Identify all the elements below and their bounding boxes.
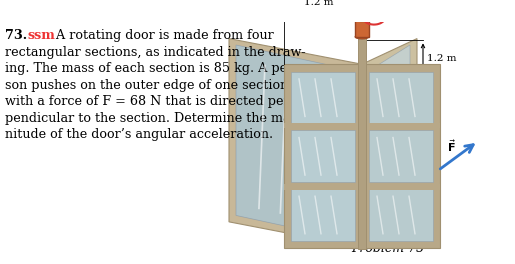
Polygon shape bbox=[369, 45, 410, 241]
Text: with a force of F = 68 N that is directed per-: with a force of F = 68 N that is directe… bbox=[5, 95, 294, 109]
Bar bbox=[291, 72, 355, 124]
Text: nitude of the door’s angular acceleration.: nitude of the door’s angular acceleratio… bbox=[5, 128, 273, 142]
Ellipse shape bbox=[354, 15, 370, 22]
Text: rectangular sections, as indicated in the draw-: rectangular sections, as indicated in th… bbox=[5, 46, 305, 59]
Bar bbox=[284, 64, 362, 248]
Polygon shape bbox=[362, 39, 417, 248]
Bar bbox=[362, 64, 440, 248]
Text: ssm: ssm bbox=[27, 29, 55, 43]
Bar bbox=[284, 123, 362, 128]
Bar bbox=[358, 22, 366, 249]
Bar bbox=[369, 72, 433, 124]
Text: A rotating door is made from four: A rotating door is made from four bbox=[52, 29, 274, 43]
Text: pendicular to the section. Determine the mag-: pendicular to the section. Determine the… bbox=[5, 112, 303, 125]
Ellipse shape bbox=[355, 35, 369, 39]
Polygon shape bbox=[236, 45, 355, 241]
Polygon shape bbox=[229, 39, 362, 248]
Bar bbox=[291, 189, 355, 241]
Bar bbox=[284, 184, 362, 190]
Bar bbox=[369, 130, 433, 182]
Bar bbox=[369, 189, 433, 241]
Text: 1.2 m: 1.2 m bbox=[304, 0, 334, 7]
Text: son pushes on the outer edge of one section: son pushes on the outer edge of one sect… bbox=[5, 79, 288, 92]
Bar bbox=[291, 130, 355, 182]
Text: ing. The mass of each section is 85 kg. A per-: ing. The mass of each section is 85 kg. … bbox=[5, 62, 298, 76]
Bar bbox=[362, 123, 440, 128]
Bar bbox=[362, 184, 440, 190]
Text: Problem 73: Problem 73 bbox=[351, 242, 424, 255]
Text: 1.2 m: 1.2 m bbox=[427, 54, 456, 63]
Text: $\mathbf{\vec{F}}$: $\mathbf{\vec{F}}$ bbox=[447, 138, 456, 154]
Bar bbox=[355, 18, 369, 37]
Text: 73.: 73. bbox=[5, 29, 27, 43]
